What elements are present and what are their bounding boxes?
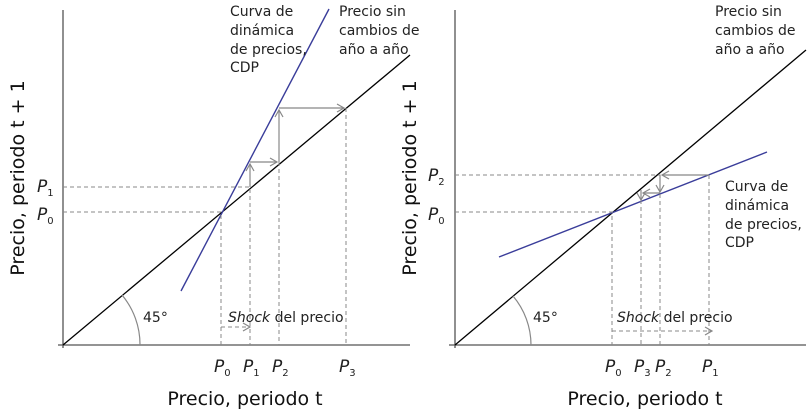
svg-text:P0: P0 — [428, 205, 445, 227]
line-45 — [62, 54, 411, 346]
x-axis-label: Precio, periodo t — [167, 388, 322, 410]
right-panel: Precio sin cambios de año a año Curva de di… — [399, 4, 807, 410]
y-axis-label: Precio, periodo t + 1 — [399, 80, 421, 275]
left-panel: Curva de dinámica de precios, CDP Precio si… — [7, 4, 420, 410]
x-tick-labels: P0 P3 P2 P1 — [605, 357, 719, 379]
shock-label: Shock del precio — [228, 310, 344, 326]
y-tick-labels: P2 P0 — [428, 166, 445, 227]
svg-text:P1: P1 — [702, 357, 719, 379]
svg-text:P0: P0 — [37, 205, 54, 227]
cdp-label: Curva de dinámica de precios, CDP — [230, 4, 307, 76]
angle-label: 45° — [143, 310, 168, 326]
cdp-line — [180, 8, 330, 292]
svg-text:P1: P1 — [243, 357, 260, 379]
svg-text:P3: P3 — [634, 357, 651, 379]
y-tick-labels: P1 P0 — [37, 177, 54, 227]
x-tick-labels: P0 P1 P2 P3 — [214, 357, 356, 379]
angle-arc — [512, 295, 532, 346]
angle-arc — [121, 294, 141, 346]
angle-label: 45° — [533, 310, 558, 326]
line45-label: Precio sin cambios de año a año — [715, 4, 796, 58]
svg-text:P1: P1 — [37, 177, 54, 199]
line45-label: Precio sin cambios de año a año — [339, 4, 420, 58]
x-axis-label: Precio, periodo t — [567, 388, 722, 410]
guide-lines — [63, 108, 347, 345]
cdp-line — [498, 151, 768, 258]
svg-text:P0: P0 — [214, 357, 231, 379]
cdp-label: Curva de dinámica de precios, CDP — [725, 179, 802, 251]
shock-label: Shock del precio — [617, 310, 733, 326]
y-axis-label: Precio, periodo t + 1 — [7, 80, 29, 275]
svg-text:P2: P2 — [272, 357, 289, 379]
svg-text:P2: P2 — [655, 357, 672, 379]
svg-text:P0: P0 — [605, 357, 622, 379]
svg-text:P2: P2 — [428, 166, 445, 188]
svg-text:P3: P3 — [339, 357, 356, 379]
